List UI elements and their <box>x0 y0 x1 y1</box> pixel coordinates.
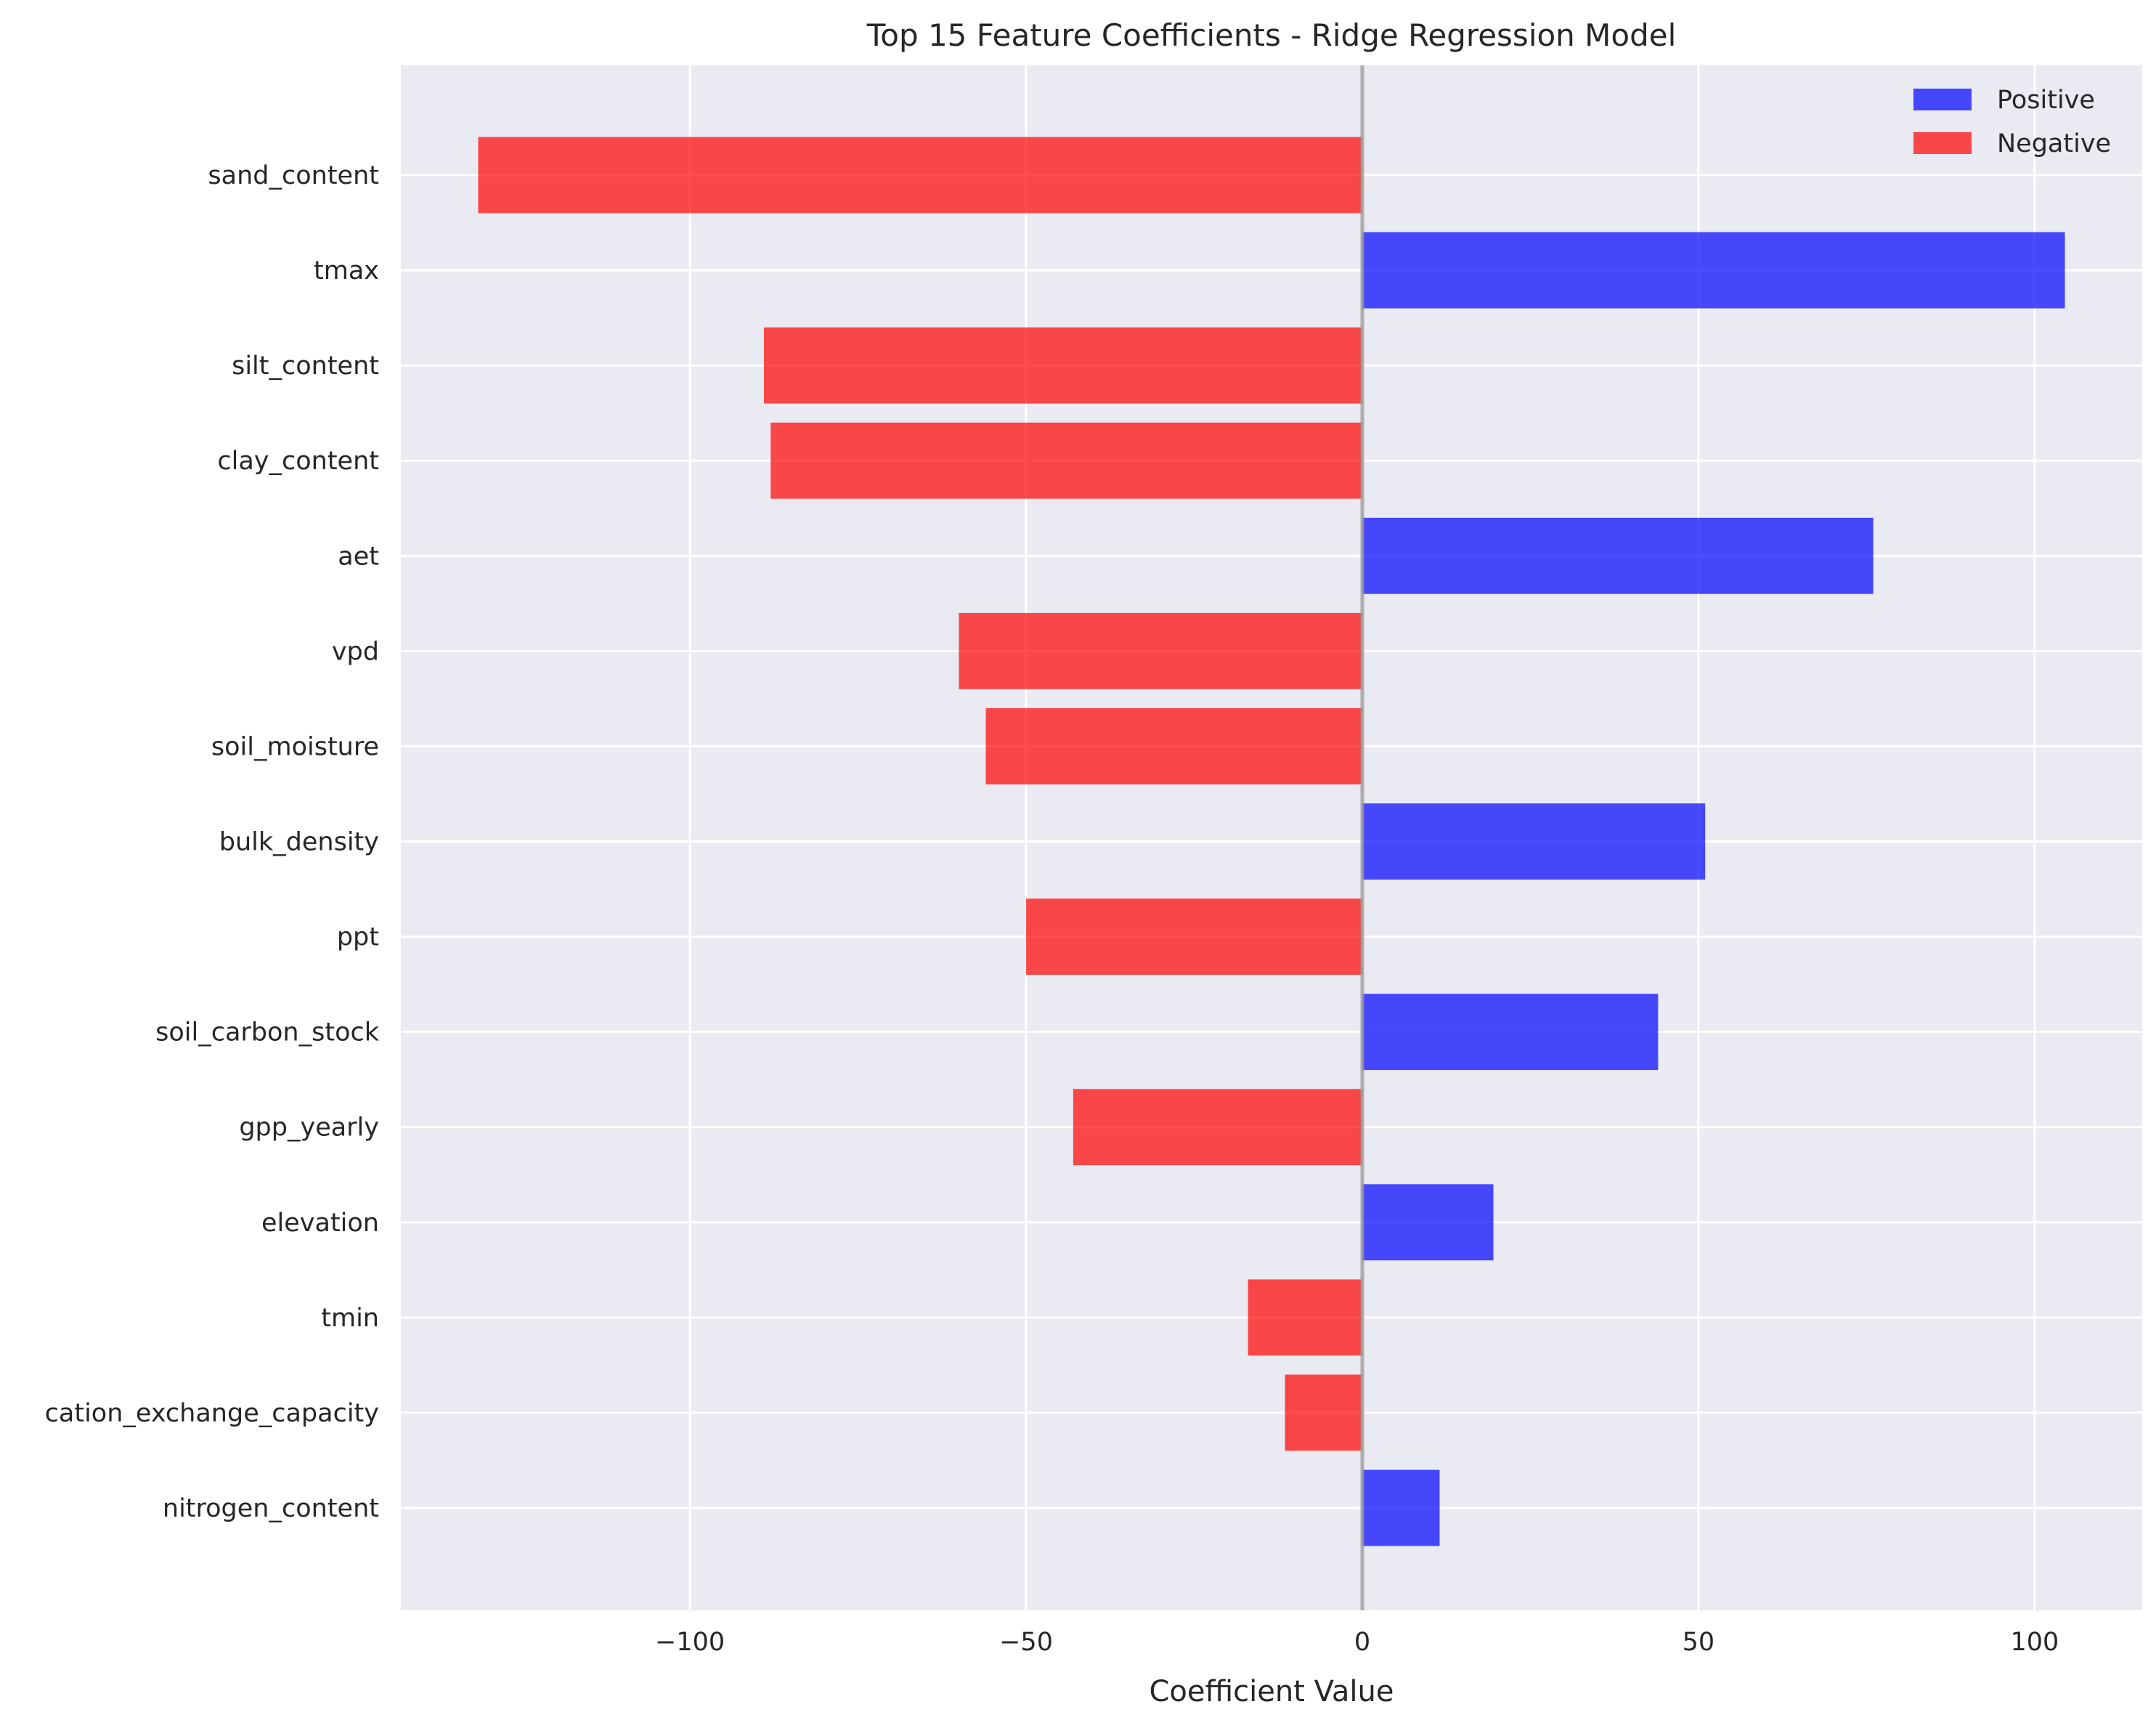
legend-label-positive: Positive <box>1997 86 2095 115</box>
bar-clay-content <box>770 422 1362 499</box>
y-tick-label: vpd <box>332 637 379 666</box>
y-tick-label: tmax <box>314 256 379 285</box>
bar-aet <box>1362 517 1874 594</box>
y-tick-label: nitrogen_content <box>163 1494 379 1523</box>
legend-swatch-negative <box>1913 132 1972 154</box>
y-tick-label: soil_moisture <box>211 732 379 761</box>
y-tick-label: gpp_yearly <box>239 1113 379 1143</box>
bar-sand-content <box>478 137 1362 214</box>
bar-gpp-yearly <box>1073 1089 1362 1166</box>
bar-cation-exchange-capacity <box>1285 1374 1362 1451</box>
y-tick-label: soil_carbon_stock <box>155 1018 380 1047</box>
legend: Positive Negative <box>1913 86 2111 158</box>
bars <box>478 137 2065 1546</box>
bar-ppt <box>1026 898 1362 975</box>
y-tick-label: sand_content <box>208 161 379 190</box>
chart-title: Top 15 Feature Coefficients - Ridge Regr… <box>866 17 1677 53</box>
y-tick-label: cation_exchange_capacity <box>45 1399 379 1428</box>
y-tick-label: elevation <box>261 1209 379 1238</box>
bar-nitrogen-content <box>1362 1469 1440 1546</box>
y-tick-label: clay_content <box>217 447 379 476</box>
bar-vpd <box>959 612 1362 689</box>
y-tick-label: aet <box>338 542 379 571</box>
x-tick-labels: −100 −50 0 50 100 <box>655 1628 2059 1657</box>
bar-soil-carbon-stock <box>1362 994 1659 1071</box>
x-tick-label: 100 <box>2010 1628 2059 1657</box>
bar-soil-moisture <box>985 708 1362 784</box>
x-tick-label: 50 <box>1683 1628 1715 1657</box>
bar-silt-content <box>763 327 1362 404</box>
x-tick-label: −100 <box>655 1628 725 1657</box>
y-tick-label: silt_content <box>232 352 379 381</box>
x-axis-label: Coefficient Value <box>1150 1675 1394 1708</box>
y-tick-label: bulk_density <box>219 828 379 857</box>
bar-elevation <box>1362 1184 1494 1261</box>
legend-label-negative: Negative <box>1997 129 2111 158</box>
bar-tmin <box>1248 1279 1362 1356</box>
y-tick-label: ppt <box>337 923 379 952</box>
y-tick-label: tmin <box>321 1304 379 1333</box>
x-tick-label: 0 <box>1354 1628 1370 1657</box>
x-tick-label: −50 <box>999 1628 1053 1657</box>
legend-swatch-positive <box>1913 89 1972 110</box>
bar-tmax <box>1362 232 2065 309</box>
bar-bulk-density <box>1362 803 1706 880</box>
